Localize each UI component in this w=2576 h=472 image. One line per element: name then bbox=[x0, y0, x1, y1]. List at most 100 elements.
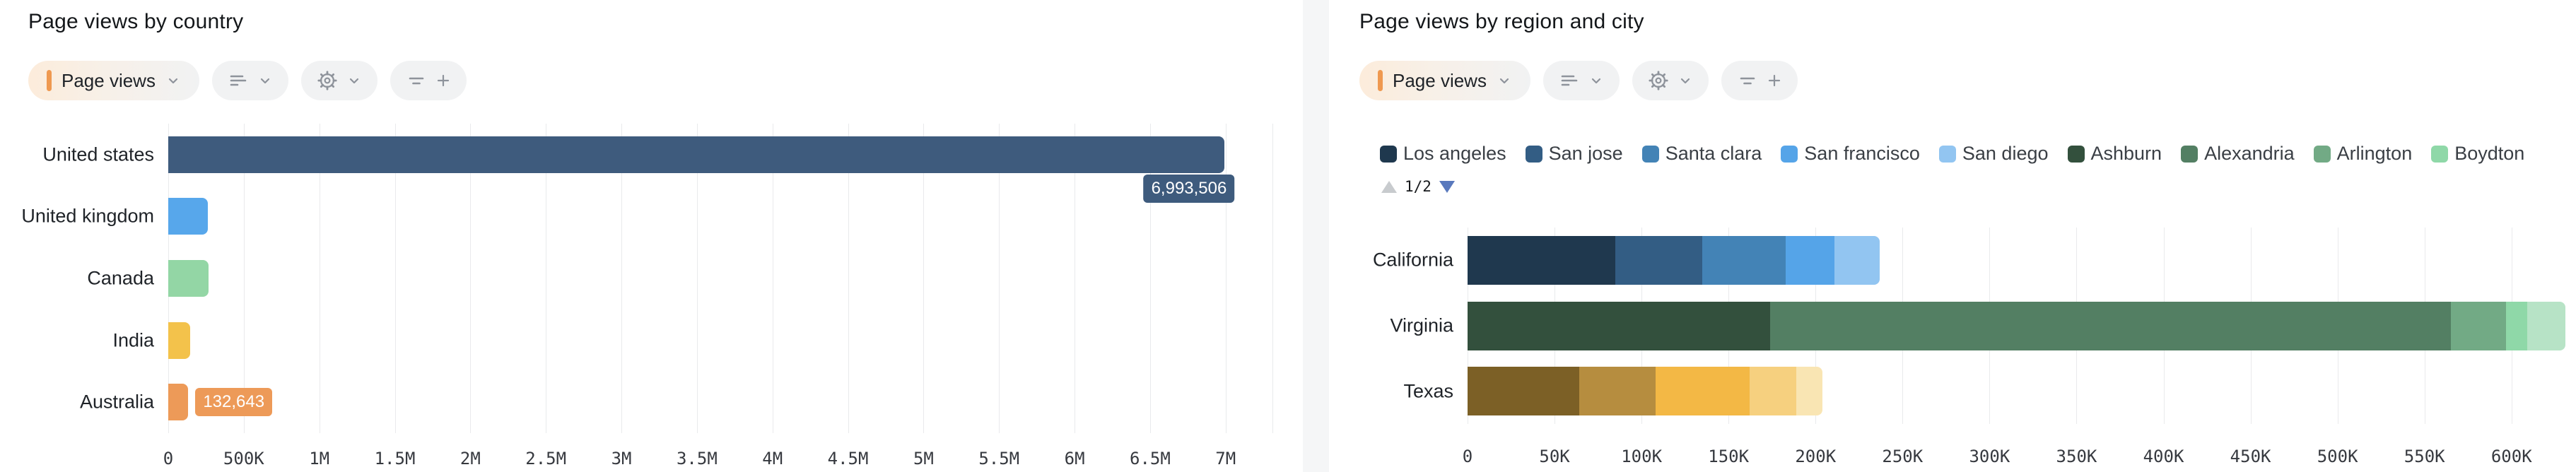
legend-label: San diego bbox=[1962, 143, 2049, 164]
legend-item-san-francisco[interactable]: San francisco bbox=[1781, 143, 1920, 165]
stacked-bar-california[interactable] bbox=[1468, 235, 1880, 285]
chart-legend: Los angeles San jose Santa clara San franci… bbox=[1380, 143, 2555, 168]
bar-segment-alexandria[interactable] bbox=[1770, 301, 2451, 350]
gridline bbox=[696, 124, 698, 433]
legend-label: San jose bbox=[1548, 143, 1623, 164]
legend-swatch bbox=[1781, 145, 1798, 163]
gridline bbox=[999, 124, 1000, 433]
bar-segment[interactable] bbox=[1655, 367, 1750, 416]
bar-segment-san-jose[interactable] bbox=[1615, 235, 1703, 285]
x-axis-tick-label: 2M bbox=[459, 449, 481, 468]
display-options-button[interactable] bbox=[211, 61, 288, 100]
legend-item-alexandria[interactable]: Alexandria bbox=[2181, 143, 2295, 165]
bar-segment[interactable] bbox=[1749, 367, 1797, 416]
legend-item-ashburn[interactable]: Ashburn bbox=[2067, 143, 2162, 165]
bar-segment[interactable] bbox=[2527, 301, 2566, 350]
legend-label: Los angeles bbox=[1403, 143, 1506, 164]
category-label: California bbox=[1372, 249, 1453, 271]
legend-label: Alexandria bbox=[2204, 143, 2295, 164]
bar-segment-ashburn[interactable] bbox=[1468, 301, 1771, 350]
legend-swatch bbox=[2431, 145, 2449, 163]
legend-label: San francisco bbox=[1804, 143, 1920, 164]
x-axis-tick-label: 4.5M bbox=[827, 449, 869, 468]
gridline bbox=[470, 124, 472, 433]
chart-title: Page views by country bbox=[28, 10, 244, 33]
measure-color-indicator bbox=[1378, 70, 1383, 91]
measure-label: Page views bbox=[1393, 69, 1487, 91]
x-axis-tick-label: 4M bbox=[762, 449, 783, 468]
category-label: Australia bbox=[79, 391, 154, 413]
stacked-bar-texas[interactable] bbox=[1468, 367, 1823, 416]
bar-segment-santa-clara[interactable] bbox=[1702, 235, 1786, 285]
chevron-down-icon bbox=[257, 73, 273, 88]
chevron-down-icon bbox=[165, 73, 181, 88]
x-axis-tick-label: 3M bbox=[611, 449, 632, 468]
legend-page-down-button[interactable] bbox=[1439, 180, 1455, 193]
chevron-down-icon bbox=[1497, 73, 1512, 88]
filter-button[interactable] bbox=[1721, 61, 1798, 100]
bar-segment-los-angeles[interactable] bbox=[1468, 235, 1616, 285]
legend-swatch bbox=[1380, 145, 1397, 163]
x-axis-tick-label: 6.5M bbox=[1130, 449, 1171, 468]
settings-button[interactable] bbox=[1632, 61, 1709, 100]
gridline bbox=[621, 124, 623, 433]
legend-swatch bbox=[2313, 145, 2331, 163]
bar-canada[interactable] bbox=[168, 260, 209, 297]
legend-item-san-jose[interactable]: San jose bbox=[1525, 143, 1623, 165]
bar-segment-boydton[interactable] bbox=[2506, 301, 2527, 350]
x-axis-tick-label: 0 bbox=[163, 449, 174, 468]
bar-united-kingdom[interactable] bbox=[168, 198, 208, 235]
legend-item-boydton[interactable]: Boydton bbox=[2431, 143, 2524, 165]
display-options-button[interactable] bbox=[1542, 61, 1620, 100]
measure-selector-button[interactable]: Page views bbox=[28, 61, 199, 100]
stacked-bar-chart-plot: 0 50K 100K 150K 200K 250K 300K 350K 400K 450K 500K… bbox=[1373, 228, 2569, 466]
x-axis-tick-label: 200K bbox=[1795, 447, 1837, 466]
legend-item-los-angeles[interactable]: Los angeles bbox=[1380, 143, 1506, 165]
x-axis-tick-label: 500K bbox=[223, 449, 264, 468]
bar-chart-plot: 0 500K 1M 1.5M 2M 2.5M 3M 3.5M 4M 4.5M 5M 5.5M 6M 6.5… bbox=[21, 124, 1273, 468]
filter-button[interactable] bbox=[390, 61, 467, 100]
x-axis-tick-label: 250K bbox=[1882, 447, 1924, 466]
bar-segment-san-diego[interactable] bbox=[1834, 235, 1880, 285]
x-axis-tick-label: 6M bbox=[1064, 449, 1085, 468]
bar-segment[interactable] bbox=[1796, 367, 1823, 416]
bar-india[interactable] bbox=[168, 321, 190, 359]
legend-item-arlington[interactable]: Arlington bbox=[2313, 143, 2412, 165]
gridline bbox=[1272, 124, 1273, 433]
bar-australia[interactable] bbox=[168, 384, 189, 421]
bar-segment-arlington[interactable] bbox=[2450, 301, 2507, 350]
x-axis-tick-label: 5M bbox=[913, 449, 934, 468]
x-axis-tick-label: 450K bbox=[2230, 447, 2271, 466]
chevron-down-icon bbox=[346, 73, 362, 88]
chart-toolbar: Page views bbox=[28, 61, 467, 100]
legend-page-up-button[interactable] bbox=[1381, 180, 1397, 193]
bar-segment[interactable] bbox=[1579, 367, 1656, 416]
stacked-bar-virginia[interactable] bbox=[1468, 301, 2566, 350]
filter-icon bbox=[1737, 70, 1758, 91]
gear-icon bbox=[317, 70, 338, 91]
legend-swatch bbox=[1938, 145, 1956, 163]
filter-icon bbox=[406, 70, 427, 91]
card-divider bbox=[1303, 0, 1329, 472]
legend-label: Ashburn bbox=[2090, 143, 2162, 164]
settings-button[interactable] bbox=[300, 61, 377, 100]
plus-icon bbox=[435, 73, 451, 88]
category-label: India bbox=[112, 329, 154, 351]
legend-item-santa-clara[interactable]: Santa clara bbox=[1641, 143, 1762, 165]
text-lines-icon bbox=[1559, 70, 1580, 91]
chevron-down-icon bbox=[1678, 73, 1693, 88]
bar-united-states[interactable] bbox=[168, 136, 1225, 173]
legend-swatch bbox=[1525, 145, 1542, 163]
x-axis-tick-label: 3.5M bbox=[676, 449, 718, 468]
x-axis-tick-label: 350K bbox=[2056, 447, 2097, 466]
x-axis-tick-label: 50K bbox=[1539, 447, 1570, 466]
bar-segment-san-francisco[interactable] bbox=[1786, 235, 1835, 285]
legend-item-san-diego[interactable]: San diego bbox=[1938, 143, 2049, 165]
x-axis-tick-label: 5.5M bbox=[978, 449, 1020, 468]
measure-selector-button[interactable]: Page views bbox=[1359, 61, 1530, 100]
bar-segment[interactable] bbox=[1468, 367, 1579, 416]
legend-swatch bbox=[1641, 145, 1659, 163]
legend-label: Boydton bbox=[2454, 143, 2525, 164]
measure-color-indicator bbox=[47, 70, 52, 91]
